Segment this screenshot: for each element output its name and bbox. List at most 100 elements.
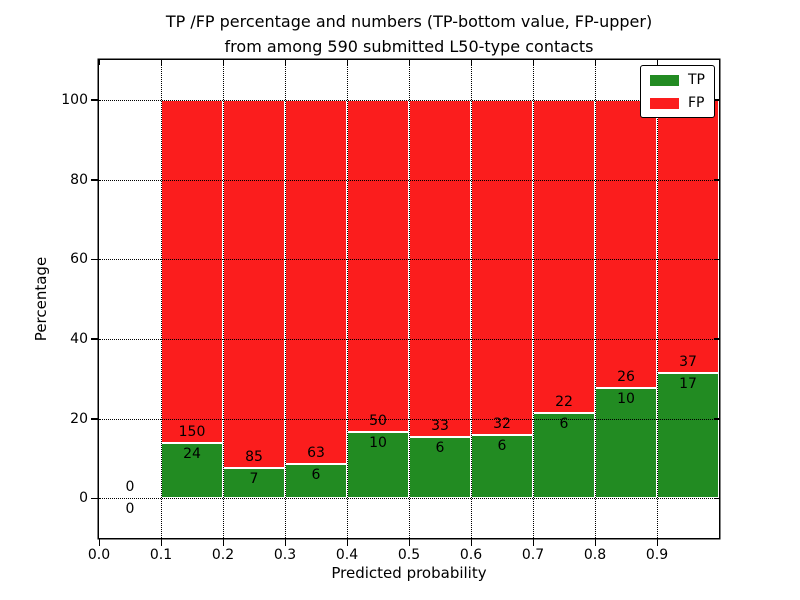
- fp-count-label-0.2-0.3: 85: [245, 448, 263, 465]
- x-tick-top-0.3: [284, 60, 286, 65]
- gridline-vertical-0.2: [223, 60, 224, 538]
- tp-count-label-0.1-0.2: 24: [183, 446, 201, 463]
- bar-segment-fp-0.5-0.6: [409, 99, 471, 437]
- x-tick-top-0.0: [98, 60, 100, 65]
- fp-count-label-0.3-0.4: 63: [307, 444, 325, 461]
- tp-count-label-0.9-1.0: 17: [679, 375, 697, 392]
- gridline-vertical-0.7: [533, 60, 534, 538]
- x-tick-label-0.3: 0.3: [273, 547, 297, 563]
- x-tick-label-0.1: 0.1: [149, 547, 173, 563]
- bar-segment-fp-0.9-1.0: [657, 99, 719, 373]
- tp-count-label-0.7-0.8: 6: [559, 415, 569, 432]
- x-tick-bottom-0.9: [656, 539, 658, 546]
- y-tick-label-20: 20: [70, 410, 88, 427]
- y-tick-label-60: 60: [70, 251, 88, 268]
- tp-count-label-0.6-0.7: 6: [497, 438, 507, 455]
- fp-count-label-0.9-1.0: 37: [679, 353, 697, 370]
- y-tick-right-20: [714, 418, 719, 420]
- bar-segment-fp-0.7-0.8: [533, 99, 595, 413]
- fp-count-label-0.8-0.9: 26: [617, 368, 635, 385]
- fp-count-label-0.6-0.7: 32: [493, 416, 511, 433]
- legend-label-fp: FP: [688, 95, 705, 111]
- bar-segment-tp-0.6-0.7: [471, 435, 533, 499]
- tp-count-label-0.5-0.6: 6: [435, 439, 445, 456]
- x-tick-label-0.7: 0.7: [521, 547, 545, 563]
- y-tick-label-80: 80: [70, 171, 88, 188]
- x-tick-bottom-0.5: [408, 539, 410, 546]
- bar-segment-tp-0.2-0.3: [223, 467, 285, 499]
- chart-title-line1: TP /FP percentage and numbers (TP-bottom…: [165, 12, 653, 31]
- y-tick-right-40: [714, 338, 719, 340]
- chart-title: TP /FP percentage and numbers (TP-bottom…: [99, 9, 719, 59]
- tp-swatch-icon: [650, 74, 679, 86]
- bar-segment-fp-0.4-0.5: [347, 99, 409, 432]
- gridline-vertical-0.4: [347, 60, 348, 538]
- chart-title-line2: from among 590 submitted L50-type contac…: [224, 37, 594, 56]
- x-tick-top-0.4: [346, 60, 348, 65]
- y-tick-left-80: [91, 179, 98, 181]
- x-axis-label: Predicted probability: [331, 564, 487, 582]
- x-tick-label-0.2: 0.2: [211, 547, 235, 563]
- tp-count-label-0.3-0.4: 6: [311, 466, 321, 483]
- fp-swatch-icon: [650, 97, 679, 109]
- x-tick-label-0.6: 0.6: [459, 547, 483, 563]
- x-tick-bottom-0.3: [284, 539, 286, 546]
- x-tick-top-0.5: [408, 60, 410, 65]
- gridline-vertical-0.8: [595, 60, 596, 538]
- bar-segment-fp-0.3-0.4: [285, 99, 347, 464]
- x-tick-top-0.6: [470, 60, 472, 65]
- x-tick-top-0.2: [222, 60, 224, 65]
- x-tick-bottom-0.4: [346, 539, 348, 546]
- x-tick-bottom-0.8: [594, 539, 596, 546]
- gridline-vertical-0.3: [285, 60, 286, 538]
- bar-segment-fp-0.8-0.9: [595, 99, 657, 388]
- x-tick-label-0.0: 0.0: [87, 547, 111, 563]
- bar-segment-fp-0.2-0.3: [223, 99, 285, 468]
- y-tick-left-0: [91, 497, 98, 500]
- legend-item-fp: FP: [650, 96, 705, 110]
- gridline-vertical-0.6: [471, 60, 472, 538]
- y-tick-label-40: 40: [70, 330, 88, 347]
- fp-count-label-0.0-0.1: 0: [125, 479, 135, 496]
- tp-count-label-0.4-0.5: 10: [369, 434, 387, 451]
- y-tick-left-40: [91, 338, 98, 340]
- y-tick-right-100: [714, 99, 719, 101]
- tp-count-label-0.2-0.3: 7: [249, 470, 259, 487]
- x-tick-top-0.8: [594, 60, 596, 65]
- tp-count-label-0.0-0.1: 0: [125, 501, 135, 518]
- bar-segment-fp-0.6-0.7: [471, 99, 533, 436]
- y-tick-right-80: [714, 179, 719, 181]
- bar-segment-tp-0.4-0.5: [347, 431, 409, 499]
- bar-segment-tp-0.1-0.2: [161, 443, 223, 499]
- y-tick-label-0: 0: [79, 490, 88, 507]
- gridline-vertical-0.9: [657, 60, 658, 538]
- y-tick-left-100: [91, 99, 98, 101]
- fp-count-label-0.5-0.6: 33: [431, 417, 449, 434]
- y-tick-left-20: [91, 418, 98, 420]
- bar-segment-fp-0.1-0.2: [161, 99, 223, 444]
- x-tick-label-0.8: 0.8: [583, 547, 607, 563]
- x-tick-top-0.1: [160, 60, 162, 65]
- x-tick-bottom-0.1: [160, 539, 162, 546]
- x-tick-top-0.7: [532, 60, 534, 65]
- y-tick-left-60: [91, 258, 98, 261]
- gridline-vertical-0.1: [161, 60, 162, 538]
- y-tick-right-0: [714, 497, 719, 500]
- x-tick-top-0.9: [656, 60, 658, 65]
- tp-count-label-0.8-0.9: 10: [617, 390, 635, 407]
- fp-count-label-0.7-0.8: 22: [555, 393, 573, 410]
- gridline-vertical-0.5: [409, 60, 410, 538]
- fp-count-label-0.1-0.2: 150: [178, 424, 206, 441]
- y-tick-label-100: 100: [61, 91, 88, 108]
- bar-segment-tp-0.8-0.9: [595, 387, 657, 499]
- legend-item-tp: TP: [650, 73, 705, 87]
- fp-count-label-0.4-0.5: 50: [369, 412, 387, 429]
- x-tick-bottom-0.7: [532, 539, 534, 546]
- plot-area: TP FP 0 0 150 24 85 7 63 6 50 10 33 6 32 6 22 6 26 10 37 17: [99, 60, 719, 538]
- x-tick-label-0.5: 0.5: [397, 547, 421, 563]
- legend: TP FP: [640, 65, 715, 118]
- y-tick-right-60: [714, 258, 719, 261]
- x-tick-bottom-0.2: [222, 539, 224, 546]
- x-tick-label-0.4: 0.4: [335, 547, 359, 563]
